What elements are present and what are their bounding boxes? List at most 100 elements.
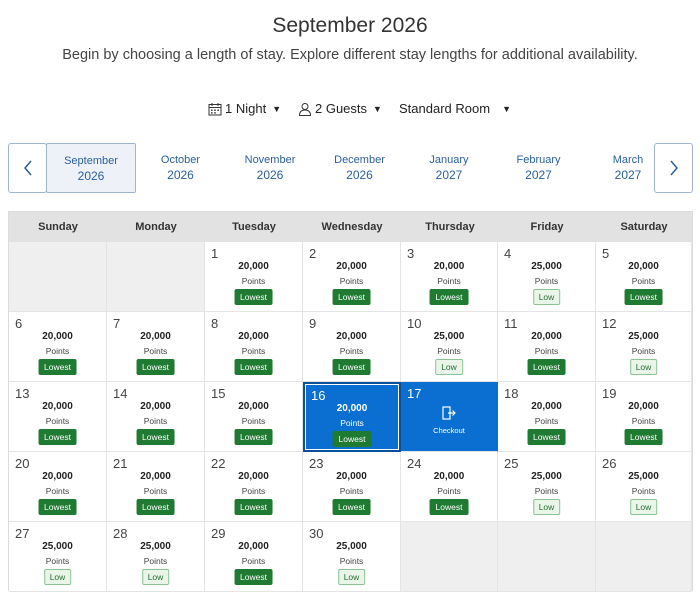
- points-label: Points: [631, 276, 656, 286]
- day-number: 9: [309, 316, 317, 331]
- tab-month-march[interactable]: March 2027: [583, 143, 673, 193]
- day-cell-14[interactable]: 14 20,000 Points Lowest: [107, 382, 205, 452]
- points-value: 20,000: [531, 401, 562, 412]
- room-type-dropdown[interactable]: Standard Room ▼: [399, 101, 511, 116]
- day-cell-22[interactable]: 22 20,000 Points Lowest: [205, 452, 303, 522]
- tab-month-january[interactable]: January 2027: [404, 143, 494, 193]
- tab-month-october[interactable]: October 2026: [136, 143, 226, 193]
- lowest-price-badge: Lowest: [527, 359, 566, 375]
- next-month-button[interactable]: [654, 143, 693, 193]
- day-cell-6[interactable]: 6 20,000 Points Lowest: [9, 312, 107, 382]
- lowest-price-badge: Lowest: [234, 359, 273, 375]
- points-value: 25,000: [336, 541, 367, 552]
- day-cell-9[interactable]: 9 20,000 Points Lowest: [303, 312, 401, 382]
- lowest-price-badge: Lowest: [234, 569, 273, 585]
- lowest-price-badge: Lowest: [332, 499, 371, 515]
- points-label: Points: [45, 346, 70, 356]
- day-number: 14: [113, 386, 128, 401]
- tab-month-november[interactable]: November 2026: [225, 143, 315, 193]
- points-label: Points: [534, 416, 559, 426]
- points-value: 20,000: [140, 331, 171, 342]
- day-cell-18[interactable]: 18 20,000 Points Lowest: [498, 382, 596, 452]
- points-value: 25,000: [140, 541, 171, 552]
- day-cell-12[interactable]: 12 25,000 Points Low: [596, 312, 692, 382]
- weekday-thursday: Thursday: [425, 221, 475, 233]
- points-label: Points: [631, 486, 656, 496]
- day-cell-25[interactable]: 25 25,000 Points Low: [498, 452, 596, 522]
- empty-day-cell: [9, 242, 107, 312]
- points-label: Points: [45, 416, 70, 426]
- day-cell-10[interactable]: 10 25,000 Points Low: [401, 312, 498, 382]
- day-cell-19[interactable]: 19 20,000 Points Lowest: [596, 382, 692, 452]
- tab-month-september[interactable]: September 2026: [46, 143, 136, 193]
- day-number: 13: [15, 386, 30, 401]
- points-label: Points: [241, 486, 266, 496]
- day-cell-4[interactable]: 4 25,000 Points Low: [498, 242, 596, 312]
- low-price-badge: Low: [435, 359, 463, 375]
- day-cell-30[interactable]: 30 25,000 Points Low: [303, 522, 401, 592]
- day-number: 29: [211, 526, 226, 541]
- month-year: 2026: [256, 168, 284, 182]
- points-value: 20,000: [42, 401, 73, 412]
- points-label: Points: [45, 556, 70, 566]
- points-label: Points: [339, 276, 364, 286]
- points-label: Points: [631, 416, 656, 426]
- month-name: November: [244, 154, 296, 166]
- lowest-price-badge: Lowest: [38, 429, 77, 445]
- points-label: Points: [339, 486, 364, 496]
- month-year: 2027: [525, 168, 552, 182]
- previous-month-button[interactable]: [8, 143, 47, 193]
- day-cell-8[interactable]: 8 20,000 Points Lowest: [205, 312, 303, 382]
- day-cell-20[interactable]: 20 20,000 Points Lowest: [9, 452, 107, 522]
- low-price-badge: Low: [532, 499, 561, 515]
- day-number: 10: [407, 316, 422, 331]
- day-cell-5[interactable]: 5 20,000 Points Lowest: [596, 242, 692, 312]
- points-label: Points: [241, 416, 266, 426]
- empty-day-cell: [107, 242, 205, 312]
- day-number: 3: [407, 246, 415, 261]
- points-value: 25,000: [628, 331, 659, 342]
- day-cell-29[interactable]: 29 20,000 Points Lowest: [205, 522, 303, 592]
- day-number: 8: [211, 316, 219, 331]
- points-value: 20,000: [238, 541, 269, 552]
- day-number: 22: [211, 456, 226, 471]
- lowest-price-badge: Lowest: [136, 499, 175, 515]
- low-price-badge: Low: [43, 569, 72, 585]
- day-cell-27[interactable]: 27 25,000 Points Low: [9, 522, 107, 592]
- day-cell-15[interactable]: 15 20,000 Points Lowest: [205, 382, 303, 452]
- tab-month-february[interactable]: February 2027: [494, 143, 584, 193]
- lowest-price-badge: Lowest: [429, 289, 469, 305]
- weekday-tuesday: Tuesday: [232, 221, 276, 233]
- day-cell-7[interactable]: 7 20,000 Points Lowest: [107, 312, 205, 382]
- day-number: 21: [113, 456, 128, 471]
- day-cell-28[interactable]: 28 25,000 Points Low: [107, 522, 205, 592]
- day-cell-3[interactable]: 3 20,000 Points Lowest: [401, 242, 498, 312]
- lowest-price-badge: Lowest: [234, 289, 273, 305]
- weekday-friday: Friday: [530, 221, 564, 233]
- tab-month-december[interactable]: December 2026: [315, 143, 405, 193]
- day-cell-1[interactable]: 1 20,000 Points Lowest: [205, 242, 303, 312]
- points-value: 20,000: [433, 471, 465, 482]
- points-value: 20,000: [336, 331, 367, 342]
- month-year: 2026: [77, 169, 105, 183]
- caret-down-icon: ▼: [272, 103, 282, 114]
- points-label: Points: [534, 486, 559, 496]
- day-cell-13[interactable]: 13 20,000 Points Lowest: [9, 382, 107, 452]
- day-number: 19: [602, 386, 617, 401]
- day-cell-24[interactable]: 24 20,000 Points Lowest: [401, 452, 498, 522]
- day-cell-21[interactable]: 21 20,000 Points Lowest: [107, 452, 205, 522]
- day-cell-11[interactable]: 11 20,000 Points Lowest: [498, 312, 596, 382]
- lowest-price-badge: Lowest: [38, 499, 77, 515]
- month-year: 2026: [167, 168, 194, 182]
- guests-dropdown[interactable]: 2 Guests ▼: [298, 101, 382, 116]
- day-cell-17[interactable]: 17 Checkout: [401, 382, 498, 452]
- day-cell-2[interactable]: 2 20,000 Points Lowest: [303, 242, 401, 312]
- day-cell-26[interactable]: 26 25,000 Points Low: [596, 452, 692, 522]
- day-cell-16[interactable]: 16 20,000 Points Lowest: [303, 382, 401, 452]
- chevron-left-icon: [23, 160, 32, 176]
- points-value: 25,000: [531, 471, 562, 482]
- day-number: 12: [602, 316, 617, 331]
- nights-dropdown[interactable]: 1 Night ▼: [208, 101, 281, 116]
- day-cell-23[interactable]: 23 20,000 Points Lowest: [303, 452, 401, 522]
- month-name: January: [429, 154, 469, 166]
